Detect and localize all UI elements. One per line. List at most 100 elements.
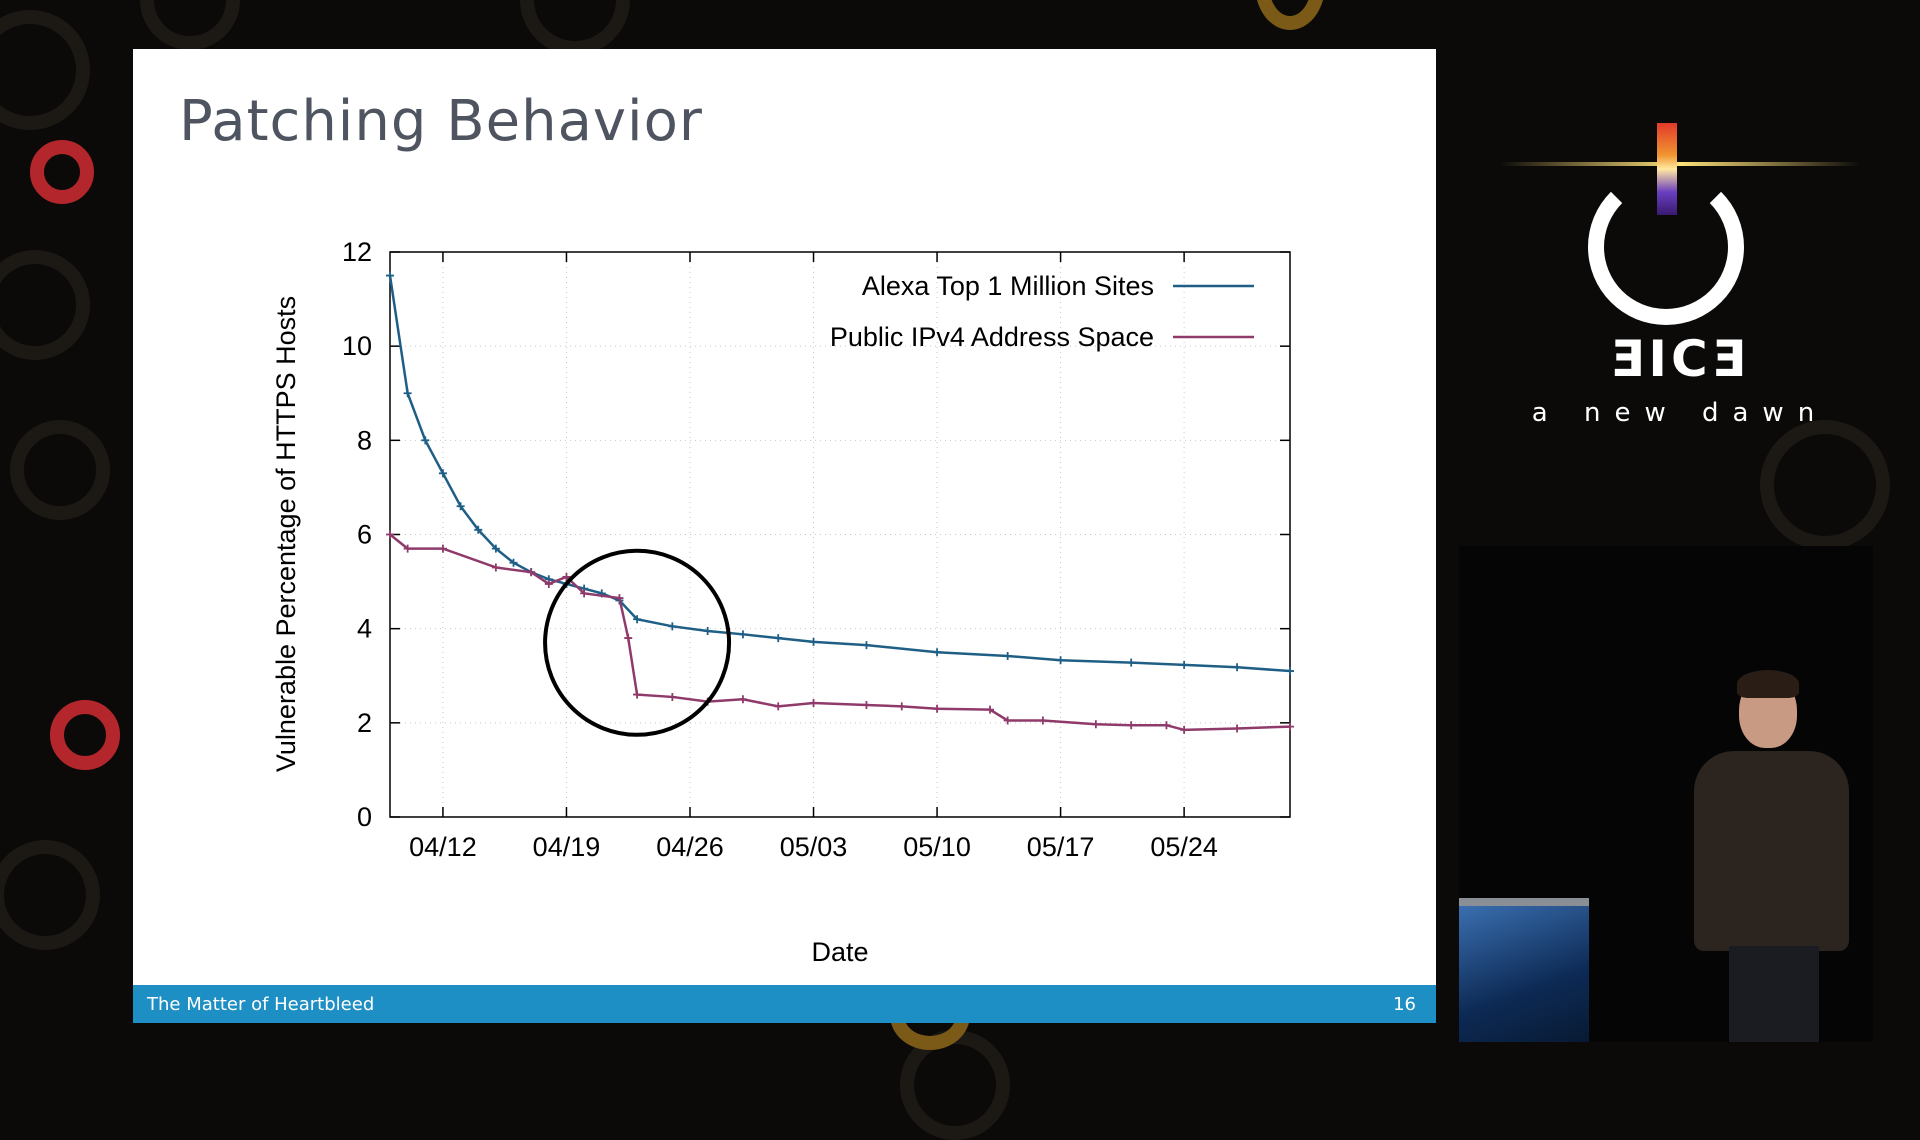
data-point-ipv4 (933, 704, 942, 713)
data-point-alexa (491, 544, 500, 553)
background-ring (140, 0, 240, 50)
data-point-ipv4 (862, 700, 871, 709)
annotation-circle (543, 548, 732, 737)
y-tick-label: 4 (357, 614, 372, 644)
background-ring (10, 420, 110, 520)
data-point-alexa (933, 648, 942, 657)
chart-legend: Alexa Top 1 Million Sites Public IPv4 Ad… (830, 271, 1254, 352)
data-point-ipv4 (527, 568, 536, 577)
x-tick-label: 05/17 (1027, 832, 1095, 862)
speaker-body (1694, 751, 1849, 951)
x-tick-label: 04/19 (533, 832, 601, 862)
speaker-legs (1729, 946, 1819, 1042)
data-point-ipv4 (580, 589, 589, 598)
event-logo: ƎICƎ a new dawn (1500, 115, 1860, 435)
data-point-alexa (633, 615, 642, 624)
speaker-video (1459, 546, 1873, 1042)
data-point-ipv4 (403, 544, 412, 553)
data-point-ipv4 (615, 594, 624, 603)
slide-number: 16 (1393, 994, 1416, 1015)
data-point-ipv4 (386, 530, 394, 539)
data-point-alexa (809, 637, 818, 646)
data-point-alexa (774, 634, 783, 643)
logo-glow (1500, 162, 1860, 166)
y-tick-label: 8 (357, 425, 372, 455)
x-tick-label: 04/12 (409, 832, 477, 862)
data-point-ipv4 (544, 579, 553, 588)
data-point-ipv4 (491, 563, 500, 572)
data-point-alexa (1233, 663, 1242, 672)
y-tick-label: 0 (357, 802, 372, 832)
background-ring (1255, 0, 1325, 30)
x-tick-label: 05/24 (1150, 832, 1218, 862)
data-point-ipv4 (809, 699, 818, 708)
x-tick-label: 05/03 (780, 832, 848, 862)
data-point-alexa (403, 389, 412, 398)
data-point-alexa (421, 436, 430, 445)
background-ring (1760, 420, 1890, 550)
data-point-alexa (1286, 667, 1294, 676)
logo-tagline: a new dawn (1531, 398, 1829, 428)
x-axis-ticks: 04/12 04/19 04/26 05/03 05/10 05/17 05/24 (409, 252, 1218, 862)
data-point-ipv4 (1180, 725, 1189, 734)
podium-top (1459, 898, 1589, 908)
background-ring (0, 250, 90, 360)
background-ring (520, 0, 630, 55)
x-tick-label: 04/26 (656, 832, 724, 862)
data-point-alexa (386, 271, 394, 280)
data-point-alexa (509, 558, 518, 567)
logo-wordmark: ƎICƎ (1610, 330, 1750, 388)
legend-label-ipv4: Public IPv4 Address Space (830, 322, 1154, 352)
y-tick-label: 10 (342, 331, 372, 361)
data-point-ipv4 (633, 690, 642, 699)
y-tick-label: 12 (342, 237, 372, 267)
background-ring (50, 700, 120, 770)
speaker-hair (1737, 670, 1799, 698)
slide-footer: The Matter of Heartbleed 16 (133, 985, 1436, 1023)
data-point-alexa (438, 469, 447, 478)
y-tick-label: 6 (357, 520, 372, 550)
slide-title: Patching Behavior (179, 89, 703, 154)
background-ring (0, 10, 90, 130)
chart-series (386, 271, 1294, 734)
data-point-ipv4 (562, 572, 571, 581)
y-axis-label: Vulnerable Percentage of HTTPS Hosts (271, 296, 301, 772)
data-point-alexa (474, 525, 483, 534)
data-point-ipv4 (438, 544, 447, 553)
podium-screen (1459, 906, 1589, 1042)
data-point-ipv4 (1038, 716, 1047, 725)
data-point-alexa (738, 630, 747, 639)
data-point-ipv4 (1286, 722, 1294, 731)
data-point-ipv4 (897, 702, 906, 711)
line-chart: 0 2 4 6 8 10 12 04/12 04/19 04/26 05/03 05/10 05/17… (271, 237, 1294, 967)
data-point-alexa (456, 502, 465, 511)
series-line-alexa (388, 275, 1291, 673)
data-point-ipv4 (1127, 721, 1136, 730)
data-point-alexa (1056, 656, 1065, 665)
legend-label-alexa: Alexa Top 1 Million Sites (862, 271, 1154, 301)
series-line-ipv4 (389, 533, 1291, 732)
data-point-alexa (668, 622, 677, 631)
data-point-ipv4 (668, 692, 677, 701)
data-point-ipv4 (738, 695, 747, 704)
data-point-ipv4 (1162, 721, 1171, 730)
data-point-ipv4 (774, 702, 783, 711)
background-ring (30, 140, 94, 204)
presentation-slide: Patching Behavior 0 2 4 6 8 10 12 04/12 04/19 04… (133, 49, 1436, 1023)
y-tick-label: 2 (357, 708, 372, 738)
data-point-ipv4 (1091, 720, 1100, 729)
data-point-alexa (1003, 651, 1012, 660)
y-axis-ticks: 0 2 4 6 8 10 12 (342, 237, 1290, 832)
logo-color-bar (1657, 123, 1677, 215)
x-tick-label: 05/10 (903, 832, 971, 862)
x-axis-label: Date (811, 937, 868, 967)
data-point-alexa (862, 641, 871, 650)
data-point-alexa (1127, 658, 1136, 667)
data-point-ipv4 (1233, 724, 1242, 733)
data-point-alexa (703, 627, 712, 636)
background-ring (0, 840, 100, 950)
data-point-alexa (1180, 660, 1189, 669)
footer-title: The Matter of Heartbleed (147, 994, 375, 1015)
data-point-ipv4 (624, 634, 633, 643)
data-point-ipv4 (1003, 716, 1012, 725)
